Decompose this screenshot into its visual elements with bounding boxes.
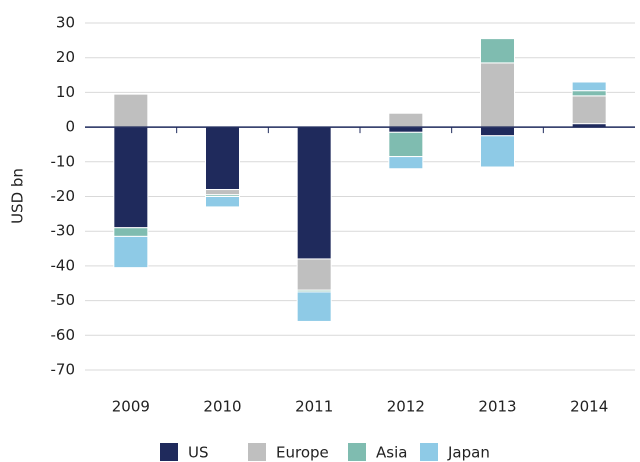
- legend-swatch: [160, 443, 178, 461]
- legend-swatch: [420, 443, 438, 461]
- bar-segment: [480, 38, 515, 64]
- bar-segment: [113, 227, 149, 237]
- x-tick-label: 2012: [387, 398, 425, 416]
- bar-segment: [571, 90, 607, 97]
- y-tick-label: -20: [51, 187, 76, 205]
- y-tick-label: -50: [51, 291, 76, 309]
- bar-segment: [296, 258, 332, 291]
- bar-segment: [296, 291, 332, 322]
- bar-segment: [571, 81, 607, 92]
- bar-segment: [388, 156, 424, 170]
- legend-label: Japan: [447, 444, 490, 462]
- x-tick-label: 2010: [203, 398, 241, 416]
- bar-segment: [388, 131, 424, 158]
- bar-segment: [113, 235, 149, 269]
- bar-segment: [480, 135, 515, 168]
- bar-segment: [388, 126, 424, 133]
- y-tick-label: -40: [51, 256, 76, 274]
- y-tick-label: -10: [51, 152, 76, 170]
- y-tick-label: -70: [51, 361, 76, 379]
- x-tick-label: 2013: [478, 398, 516, 416]
- x-tick-label: 2014: [570, 398, 608, 416]
- bar-segment: [205, 196, 240, 208]
- y-axis-label: USD bn: [9, 168, 27, 224]
- bar-segment: [480, 62, 515, 128]
- bar-segment: [571, 95, 607, 125]
- legend-swatch: [348, 443, 366, 461]
- legend-swatch: [248, 443, 266, 461]
- bar-segment: [388, 112, 424, 128]
- legend-label: Asia: [376, 444, 407, 462]
- x-tick-label: 2011: [295, 398, 333, 416]
- y-tick-label: 0: [65, 118, 75, 136]
- legend-label: US: [188, 444, 209, 462]
- bar-segment: [205, 126, 240, 191]
- bar-segment: [113, 126, 149, 229]
- y-tick-label: -60: [51, 326, 76, 344]
- x-tick-label: 2009: [112, 398, 150, 416]
- bar-segment: [113, 93, 149, 128]
- legend-label: Europe: [276, 444, 329, 462]
- y-tick-label: -30: [51, 222, 76, 240]
- bar-segment: [480, 126, 515, 137]
- bar-segment: [205, 189, 240, 196]
- y-tick-label: 20: [56, 48, 75, 66]
- bar-segment: [296, 126, 332, 260]
- y-tick-label: 10: [56, 83, 75, 101]
- y-tick-label: 30: [56, 14, 75, 32]
